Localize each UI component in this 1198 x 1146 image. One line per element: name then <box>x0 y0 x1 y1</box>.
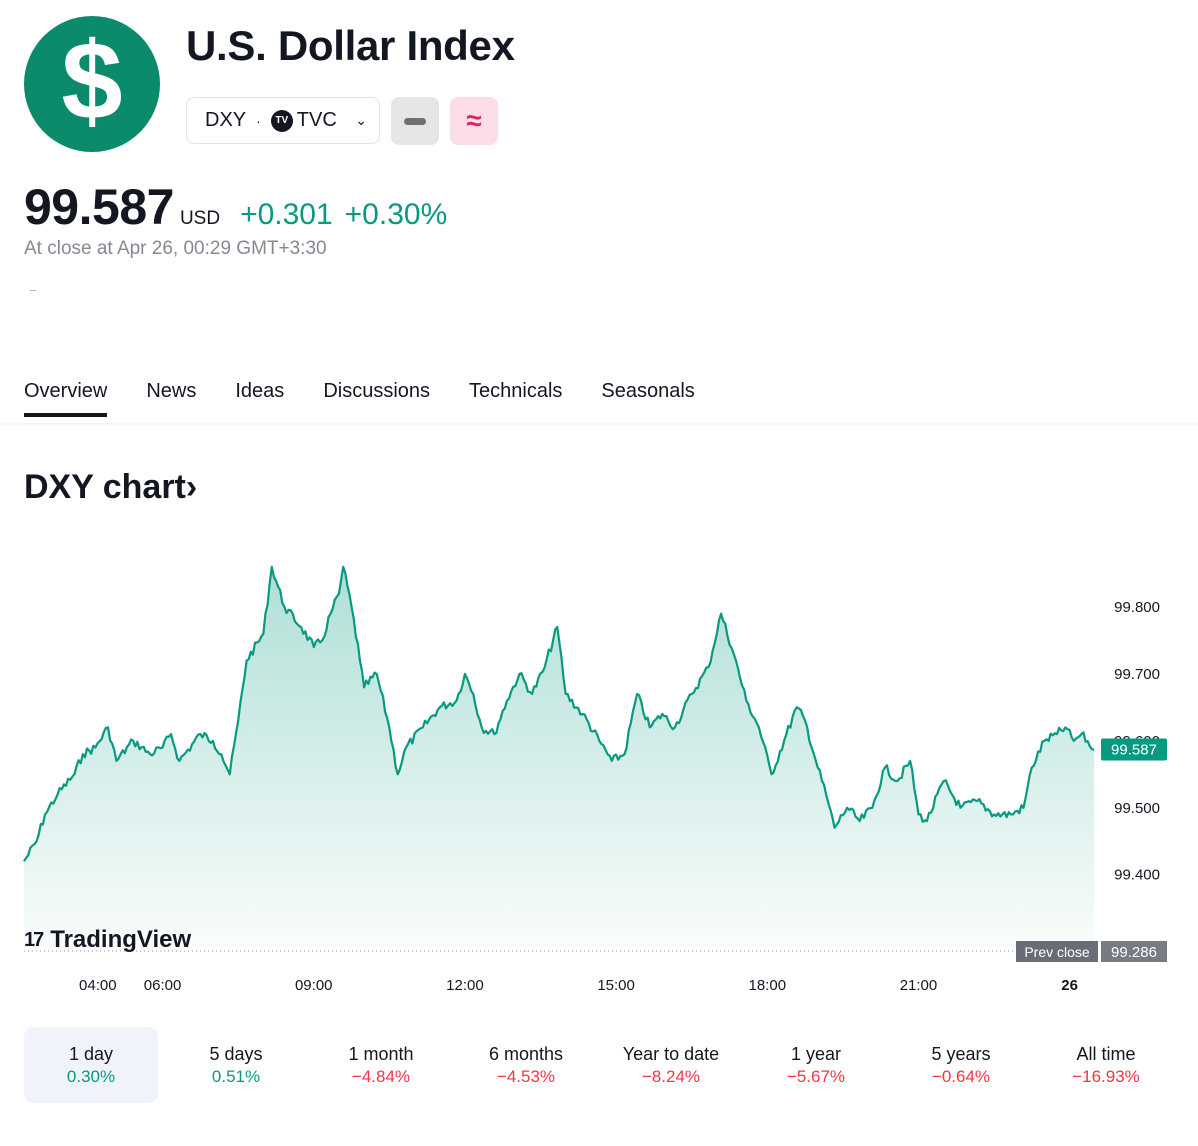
range-label: 1 year <box>790 1043 842 1064</box>
range-change: −0.64% <box>931 1066 991 1086</box>
range-selector: 1 day 0.30% 5 days 0.51% 1 month −4.84% … <box>24 1027 1173 1103</box>
dollar-logo-icon: $ <box>24 16 160 152</box>
range-label: 5 days <box>209 1043 263 1064</box>
y-tick-label: 99.700 <box>1114 666 1160 683</box>
tab-overview[interactable]: Overview <box>24 380 108 417</box>
range-change: −5.67% <box>786 1066 846 1086</box>
x-tick-label: 12:00 <box>446 977 484 994</box>
range-all-time[interactable]: All time −16.93% <box>1039 1027 1173 1103</box>
last-price-label: 99.587 <box>1111 742 1157 759</box>
currency-label: USD <box>179 208 221 229</box>
symbol-label: DXY <box>205 109 247 131</box>
minus-button[interactable] <box>391 97 439 145</box>
range-year-to-date[interactable]: Year to date −8.24% <box>604 1027 738 1103</box>
chevron-down-icon: ⌄ <box>355 112 367 128</box>
range-5-days[interactable]: 5 days 0.51% <box>169 1027 303 1103</box>
range-label: 5 years <box>931 1043 991 1064</box>
prev-close-value: 99.286 <box>1111 944 1157 961</box>
tradingview-logo: 17 TradingView <box>24 926 191 954</box>
range-5-years[interactable]: 5 years −0.64% <box>894 1027 1028 1103</box>
divider <box>30 290 36 291</box>
last-price-badge <box>1101 738 1167 761</box>
range-1-month[interactable]: 1 month −4.84% <box>314 1027 448 1103</box>
tradingview-mark-icon: 17 <box>24 928 44 951</box>
chart-heading-link[interactable]: DXY chart› <box>24 468 198 506</box>
approx-button[interactable]: ≈ <box>450 97 498 145</box>
prev-close-label: Prev close <box>1024 944 1090 960</box>
tab-technicals[interactable]: Technicals <box>469 380 563 402</box>
x-tick-label: 09:00 <box>295 977 333 994</box>
x-tick-label: 15:00 <box>597 977 635 994</box>
tradingview-exchange-icon: TV <box>270 109 293 132</box>
symbol-exchange-selector[interactable]: DXY · TV TVC ⌄ <box>186 97 380 144</box>
x-tick-label: 21:00 <box>900 977 938 994</box>
quote-row: 99.587 USD +0.301 +0.30% <box>24 178 459 236</box>
chart-series-line <box>23 565 1095 862</box>
price-value: 99.587 <box>24 179 174 235</box>
range-6-months[interactable]: 6 months −4.53% <box>459 1027 593 1103</box>
exchange-label: TVC <box>296 109 337 131</box>
prev-close-tag <box>1016 941 1098 962</box>
tab-discussions[interactable]: Discussions <box>323 380 431 402</box>
range-label: 1 month <box>348 1043 414 1064</box>
y-tick-label: 99.500 <box>1114 800 1160 817</box>
tradingview-wordmark: TradingView <box>50 926 192 953</box>
x-tick-label: 26 <box>1061 977 1078 994</box>
range-change: −16.93% <box>1072 1066 1140 1086</box>
change-percent: +0.30% <box>344 198 448 231</box>
prev-close-value-badge <box>1101 941 1167 962</box>
range-1-day[interactable]: 1 day 0.30% <box>24 1027 158 1103</box>
tab-ideas[interactable]: Ideas <box>235 380 285 402</box>
change-absolute: +0.301 <box>240 198 333 231</box>
range-label: 1 day <box>68 1043 114 1064</box>
range-label: All time <box>1076 1043 1136 1064</box>
x-tick-label: 18:00 <box>749 977 787 994</box>
x-tick-label: 04:00 <box>79 977 117 994</box>
range-change: −4.84% <box>351 1066 411 1086</box>
close-timestamp: At close at Apr 26, 00:29 GMT+3:30 <box>24 238 327 259</box>
separator-dot: · <box>256 112 261 129</box>
section-tabs: Overview News Ideas Discussions Technica… <box>24 380 695 417</box>
y-tick-label: 99.800 <box>1114 599 1160 616</box>
y-tick-label: 99.400 <box>1114 867 1160 884</box>
range-change: 0.30% <box>66 1066 116 1086</box>
range-change: 0.51% <box>211 1066 261 1086</box>
tab-news[interactable]: News <box>146 380 197 402</box>
tab-seasonals[interactable]: Seasonals <box>601 380 695 402</box>
minus-icon <box>404 117 426 125</box>
approx-icon: ≈ <box>466 105 482 136</box>
price-chart[interactable]: 99.40099.50099.60099.70099.80004:0006:00… <box>0 530 1198 1000</box>
tabs-divider <box>0 423 1198 425</box>
range-change: −8.24% <box>641 1066 701 1086</box>
x-tick-label: 06:00 <box>144 977 182 994</box>
range-label: Year to date <box>622 1043 720 1064</box>
chart-area-fill <box>24 566 1094 951</box>
range-1-year[interactable]: 1 year −5.67% <box>749 1027 883 1103</box>
range-change: −4.53% <box>496 1066 556 1086</box>
range-label: 6 months <box>488 1043 564 1064</box>
page-title: U.S. Dollar Index <box>186 22 515 69</box>
